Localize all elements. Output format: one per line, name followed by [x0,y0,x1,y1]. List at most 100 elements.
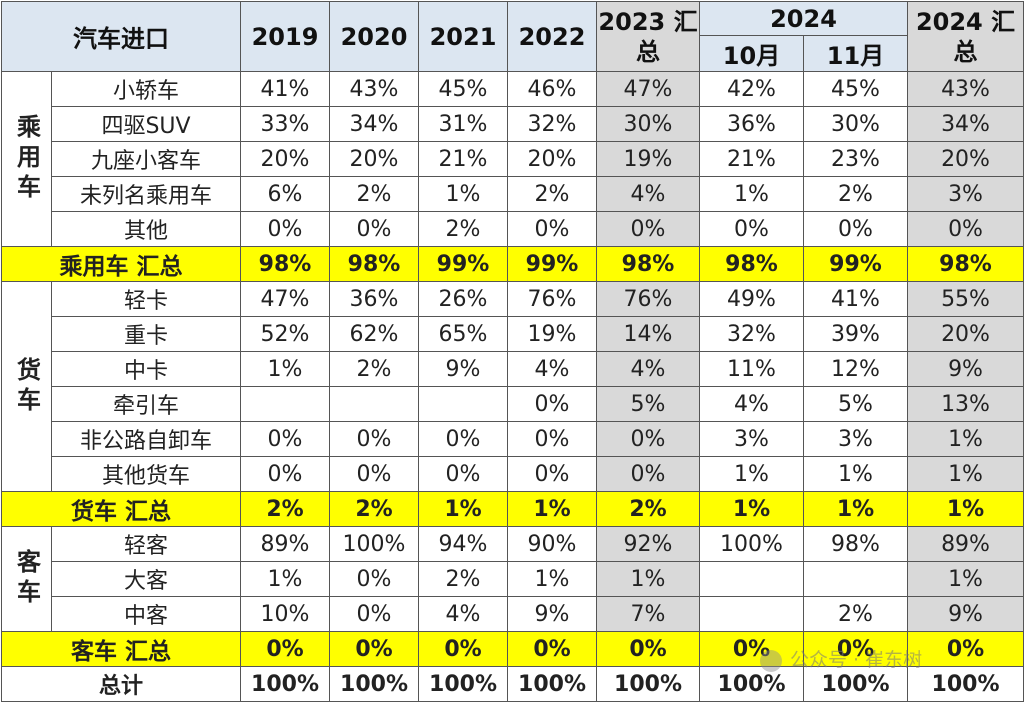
summary-row: 货车 汇总 2% 2% 1% 1% 2% 1% 1% 1% [1,491,1024,527]
cell-value: 42% [699,71,804,107]
cell-value: 4% [596,176,700,212]
cell-value: 20% [907,141,1024,177]
cell-value: 6% [240,176,330,212]
cell-value: 0% [507,421,597,457]
cell-value: 1% [418,491,508,527]
cell-value: 33% [240,106,330,142]
cell-value: 98% [596,246,700,282]
cell-value: 23% [802,141,909,177]
cell-value: 1% [699,176,804,212]
cell-value [240,386,330,422]
cell-value [802,561,909,597]
cell-value: 21% [699,141,804,177]
cell-value: 52% [240,316,330,352]
cell-value: 41% [240,71,330,107]
cell-value: 100% [329,666,419,702]
cell-value: 0% [699,211,804,247]
row-label: 小轿车 [51,71,241,107]
row-label: 其他 [51,211,241,247]
table-row: 其他 0% 0% 2% 0% 0% 0% 0% 0% [2,211,1024,247]
header-year-2019: 2019 [240,1,330,72]
row-label: 轻卡 [51,281,241,317]
cell-value: 0% [329,421,419,457]
cell-value [699,561,804,597]
row-label: 总计 [1,666,241,702]
cell-value: 1% [507,491,597,527]
header-month-oct: 10月 [699,35,804,72]
table-row: 大客 1% 0% 2% 1% 1% 1% [2,561,1024,597]
cell-value: 41% [802,281,909,317]
cell-value: 100% [418,666,508,702]
summary-row: 客车 汇总 0% 0% 0% 0% 0% 0% 0% 0% [1,631,1024,667]
cell-value: 1% [907,491,1024,527]
cell-value: 7% [596,596,700,632]
cell-value: 2% [418,561,508,597]
cell-value: 26% [418,281,508,317]
cell-value: 3% [907,176,1024,212]
summary-row: 乘用车 汇总 98% 98% 99% 99% 98% 98% 99% 98% [1,246,1024,282]
cell-value: 1% [907,456,1024,492]
cell-value: 76% [596,281,700,317]
cell-value: 0% [596,631,700,667]
cell-value: 99% [802,246,909,282]
cell-value: 65% [418,316,508,352]
cell-value: 98% [802,526,909,562]
cell-value: 20% [507,141,597,177]
cell-value: 45% [802,71,909,107]
row-label: 牵引车 [51,386,241,422]
table-row: 九座小客车 20% 20% 21% 20% 19% 21% 23% 20% [2,141,1024,177]
table-row: 中客 10% 0% 4% 9% 7% 2% 9% [2,596,1024,632]
cell-value: 0% [240,631,330,667]
cell-value: 0% [418,456,508,492]
cell-value: 31% [418,106,508,142]
table-row: 牵引车 0% 5% 4% 5% 13% [2,386,1024,422]
cell-value: 2% [329,176,419,212]
cell-value: 0% [418,631,508,667]
cell-value: 1% [802,456,909,492]
cell-value: 100% [507,666,597,702]
row-label: 未列名乘用车 [51,176,241,212]
cell-value: 2% [418,211,508,247]
cell-value: 34% [907,106,1024,142]
cell-value: 3% [802,421,909,457]
cell-value: 9% [507,596,597,632]
table-row: 客车 轻客 89% 100% 94% 90% 92% 100% 98% 89% [1,526,1024,632]
header-2023-total: 2023 汇总 [596,1,700,72]
header-2024: 2024 [698,1,909,36]
cell-value: 1% [907,561,1024,597]
cell-value: 0% [802,631,909,667]
cell-value: 12% [802,351,909,387]
cell-value: 1% [699,456,804,492]
cell-value: 0% [240,456,330,492]
cell-value: 0% [329,596,419,632]
cell-value: 4% [596,351,700,387]
cell-value: 0% [418,421,508,457]
cell-value: 9% [907,596,1024,632]
cell-value: 0% [329,631,419,667]
cell-value: 0% [507,631,597,667]
cell-value: 2% [802,596,909,632]
cell-value: 0% [507,386,597,422]
cell-value: 1% [802,491,909,527]
header-2024-total: 2024 汇总 [907,1,1024,72]
header-title: 汽车进口 [1,1,241,72]
cell-value: 47% [596,71,700,107]
cell-value: 0% [329,561,419,597]
watermark: 公众号 · 崔东树 [760,645,922,672]
cell-value: 4% [507,351,597,387]
cell-value: 43% [329,71,419,107]
cell-value: 1% [240,561,330,597]
cell-value: 4% [418,596,508,632]
cell-value: 2% [596,491,700,527]
cell-value: 89% [907,526,1024,562]
cell-value: 30% [596,106,700,142]
cell-value: 0% [907,631,1024,667]
row-label: 货车 汇总 [1,491,241,527]
table-row: 中卡 1% 2% 9% 4% 4% 11% 12% 9% [2,351,1024,387]
cell-value: 1% [418,176,508,212]
cell-value: 10% [240,596,330,632]
cell-value: 5% [802,386,909,422]
cell-value [418,386,508,422]
row-label: 中客 [51,596,241,632]
cell-value: 5% [596,386,700,422]
